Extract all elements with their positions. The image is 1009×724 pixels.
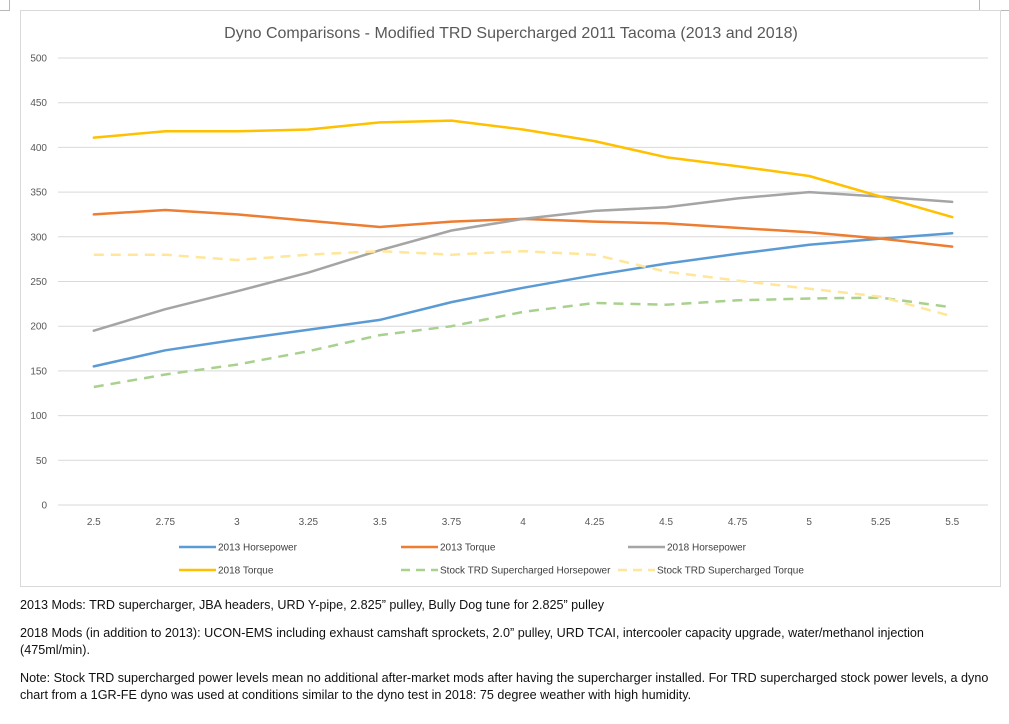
x-tick-label: 3.25 (299, 517, 319, 528)
page-corner-mark (9, 0, 10, 11)
y-tick-label: 250 (30, 277, 47, 288)
line-chart: Dyno Comparisons - Modified TRD Supercha… (30, 25, 988, 577)
x-tick-label: 2.5 (87, 517, 101, 528)
legend: 2013 Horsepower 2013 Torque 2018 Horsepowe… (179, 543, 804, 577)
page-corner-mark (0, 10, 9, 11)
gridlines (58, 57, 988, 506)
x-tick-label: 5.5 (945, 517, 959, 528)
y-tick-label: 400 (30, 143, 47, 154)
series-line-2[interactable] (92, 190, 954, 332)
note-stock-trd: Note: Stock TRD supercharged power level… (20, 671, 989, 702)
legend-label: Stock TRD Supercharged Horsepower (440, 566, 611, 577)
y-tick-label: 0 (41, 501, 47, 512)
note-2018-mods: 2018 Mods (in addition to 2013): UCON-EM… (20, 626, 924, 657)
y-tick-label: 200 (30, 322, 47, 333)
legend-label: 2018 Horsepower (667, 543, 747, 554)
x-tick-label: 4.75 (728, 517, 748, 528)
x-tick-label: 5.25 (871, 517, 891, 528)
legend-label: 2013 Torque (440, 543, 496, 554)
series-lines (92, 119, 954, 389)
x-tick-label: 4 (520, 517, 526, 528)
x-tick-label: 4.25 (585, 517, 605, 528)
chart-area[interactable]: Dyno Comparisons - Modified TRD Supercha… (20, 10, 1001, 587)
x-tick-label: 3.75 (442, 517, 462, 528)
y-tick-label: 500 (30, 54, 47, 65)
series-line-4[interactable] (93, 296, 953, 389)
y-tick-label: 350 (30, 188, 47, 199)
y-tick-label: 50 (36, 456, 48, 467)
y-tick-label: 450 (30, 98, 47, 109)
x-tick-label: 3.5 (373, 517, 387, 528)
x-tick-label: 3 (234, 517, 240, 528)
y-tick-label: 150 (30, 366, 47, 377)
y-tick-label: 300 (30, 232, 47, 243)
legend-label: 2013 Horsepower (218, 543, 298, 554)
legend-label: Stock TRD Supercharged Torque (657, 566, 804, 577)
page-corner-mark (979, 0, 980, 11)
x-axis-ticks: 2.5 2.75 3 3.25 3.5 3.75 4 4.25 4.5 4.75 5 5.25 5.5 (87, 517, 960, 528)
series-line-0[interactable] (92, 231, 954, 368)
note-2013-mods: 2013 Mods: TRD supercharger, JBA headers… (20, 598, 605, 612)
x-tick-label: 2.75 (156, 517, 176, 528)
legend-label: 2018 Torque (218, 566, 274, 577)
series-line-1[interactable] (92, 208, 954, 248)
x-tick-label: 4.5 (659, 517, 673, 528)
y-tick-label: 100 (30, 411, 47, 422)
chart-title: Dyno Comparisons - Modified TRD Supercha… (224, 25, 798, 42)
notes-section: 2013 Mods: TRD supercharger, JBA headers… (20, 597, 995, 715)
series-line-3[interactable] (92, 119, 954, 219)
x-tick-label: 5 (806, 517, 812, 528)
series-line-5[interactable] (93, 249, 953, 318)
y-axis-ticks: 0 50 100 150 200 250 300 350 400 450 500 (30, 54, 47, 512)
